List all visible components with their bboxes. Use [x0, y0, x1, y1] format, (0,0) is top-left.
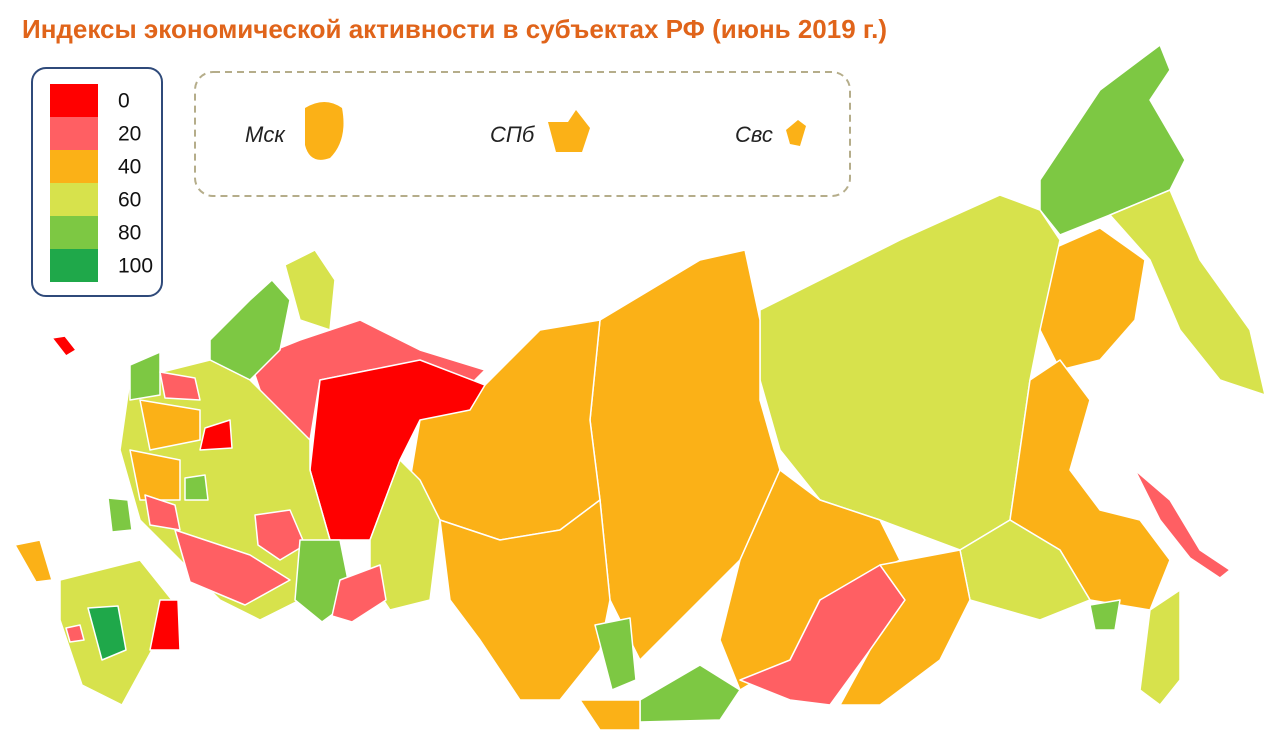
- title: Индексы экономической активности в субъе…: [22, 14, 887, 44]
- legend-label: 40: [118, 156, 141, 179]
- region: [1139, 589, 1181, 706]
- region: [184, 474, 209, 501]
- region: [65, 624, 85, 643]
- region: [1109, 189, 1266, 396]
- region: [107, 497, 133, 533]
- legend-swatch: [50, 249, 98, 282]
- region: [839, 549, 971, 706]
- region: [284, 249, 336, 331]
- region: [129, 449, 181, 501]
- region: [439, 499, 611, 701]
- region: [579, 699, 641, 731]
- region: [331, 564, 387, 623]
- legend-label: 20: [118, 123, 141, 146]
- region: [409, 319, 601, 541]
- inset-label: СПб: [490, 122, 536, 147]
- legend-swatch: [50, 150, 98, 183]
- legend-swatch: [50, 84, 98, 117]
- region: [199, 419, 233, 451]
- regions: [14, 44, 1266, 731]
- region: [594, 617, 637, 691]
- region: [129, 351, 161, 401]
- region: [254, 509, 306, 561]
- legend-swatch: [50, 117, 98, 150]
- region: [1039, 44, 1186, 236]
- legend-swatch: [50, 216, 98, 249]
- legend-label: 0: [118, 90, 130, 113]
- region: [144, 494, 181, 531]
- region: [1039, 227, 1146, 371]
- region: [1089, 599, 1121, 631]
- region: [1134, 469, 1231, 579]
- insets: Мск СПб Свс: [245, 102, 806, 160]
- legend-label: 60: [118, 189, 141, 212]
- inset-label: Мск: [245, 122, 286, 147]
- legend-label: 100: [118, 255, 153, 278]
- inset-box: [194, 71, 851, 197]
- region: [51, 335, 77, 357]
- inset-shape: [305, 102, 344, 160]
- inset-shape: [786, 120, 806, 146]
- region: [87, 605, 127, 661]
- region: [139, 399, 201, 451]
- legend: 0 20 40 60 80 100: [50, 84, 153, 282]
- region: [149, 599, 181, 651]
- region: [159, 371, 201, 401]
- region: [174, 529, 291, 606]
- region: [639, 664, 741, 723]
- inset-shape: [548, 110, 590, 152]
- legend-label: 80: [118, 222, 141, 245]
- legend-swatch: [50, 183, 98, 216]
- inset-label: Свс: [735, 122, 773, 147]
- region: [14, 539, 53, 583]
